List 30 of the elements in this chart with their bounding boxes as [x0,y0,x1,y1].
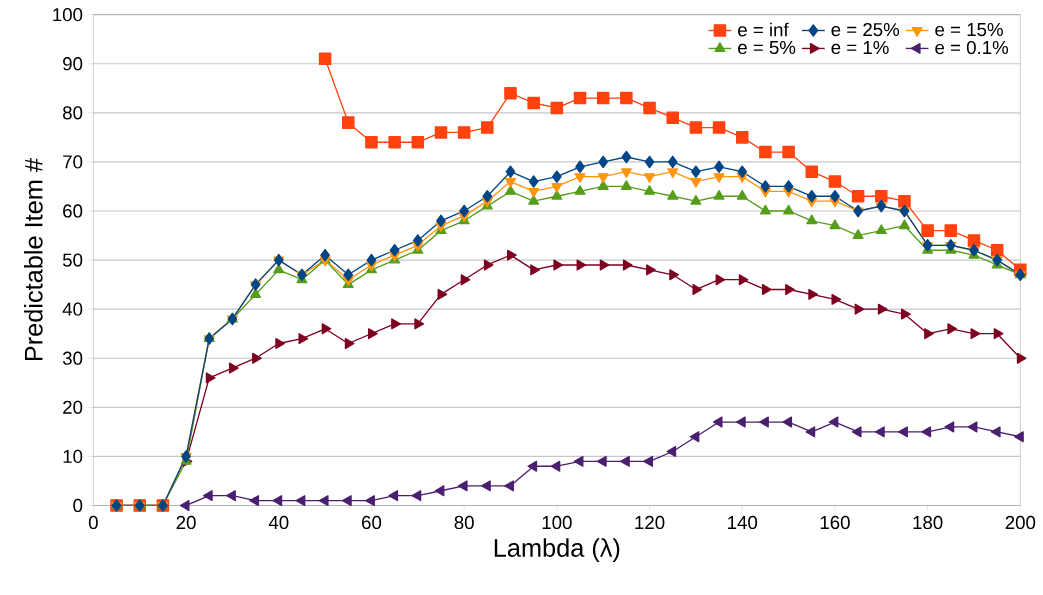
y-tick-label: 80 [63,106,83,120]
x-tick-label: 20 [176,515,196,530]
legend-label: e = 25% [831,23,900,37]
legend-label: e = 15% [935,23,1003,37]
y-tick-label: 40 [62,302,83,316]
x-tick-label: 40 [268,515,289,530]
x-tick-label: 100 [542,515,572,530]
legend-label: e = 0.1% [935,40,1009,55]
y-tick-label: 30 [62,351,83,365]
x-tick-label: 160 [820,515,850,530]
legend-label: e = inf [738,22,789,37]
legend-label: e = 1% [831,41,889,55]
x-tick-label: 0 [88,515,98,530]
y-tick-label: 70 [63,155,83,169]
y-tick-label: 20 [63,400,83,415]
x-tick-label: 200 [1005,515,1036,530]
y-tick-label: 10 [63,449,83,464]
y-tick-label: 100 [53,8,83,22]
x-tick-label: 120 [635,515,665,530]
legend-label: e = 5% [738,41,796,55]
y-axis-title: Predictable Item # [24,158,43,361]
x-tick-label: 140 [728,515,758,530]
x-tick-label: 80 [454,515,474,530]
y-tick-label: 90 [63,57,83,71]
x-tick-label: 180 [913,515,943,530]
y-tick-label: 50 [62,253,83,267]
x-tick-label: 60 [362,515,382,530]
x-axis-title: Lambda (λ) [494,538,620,562]
y-tick-label: 0 [73,498,83,513]
y-tick-label: 60 [63,204,83,218]
